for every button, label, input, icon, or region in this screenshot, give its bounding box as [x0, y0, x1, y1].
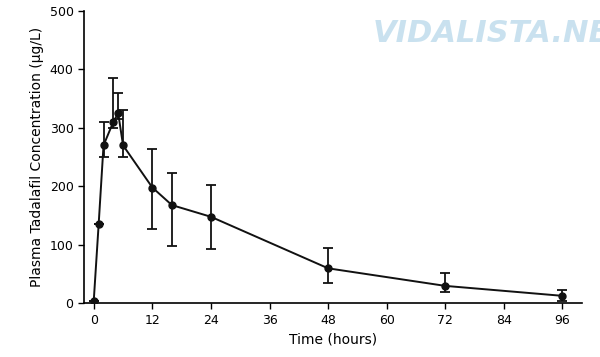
Text: VIDALISTA.NET: VIDALISTA.NET	[373, 20, 600, 49]
Y-axis label: Plasma Tadalafil Concentration (µg/L): Plasma Tadalafil Concentration (µg/L)	[30, 27, 44, 287]
X-axis label: Time (hours): Time (hours)	[289, 332, 377, 346]
